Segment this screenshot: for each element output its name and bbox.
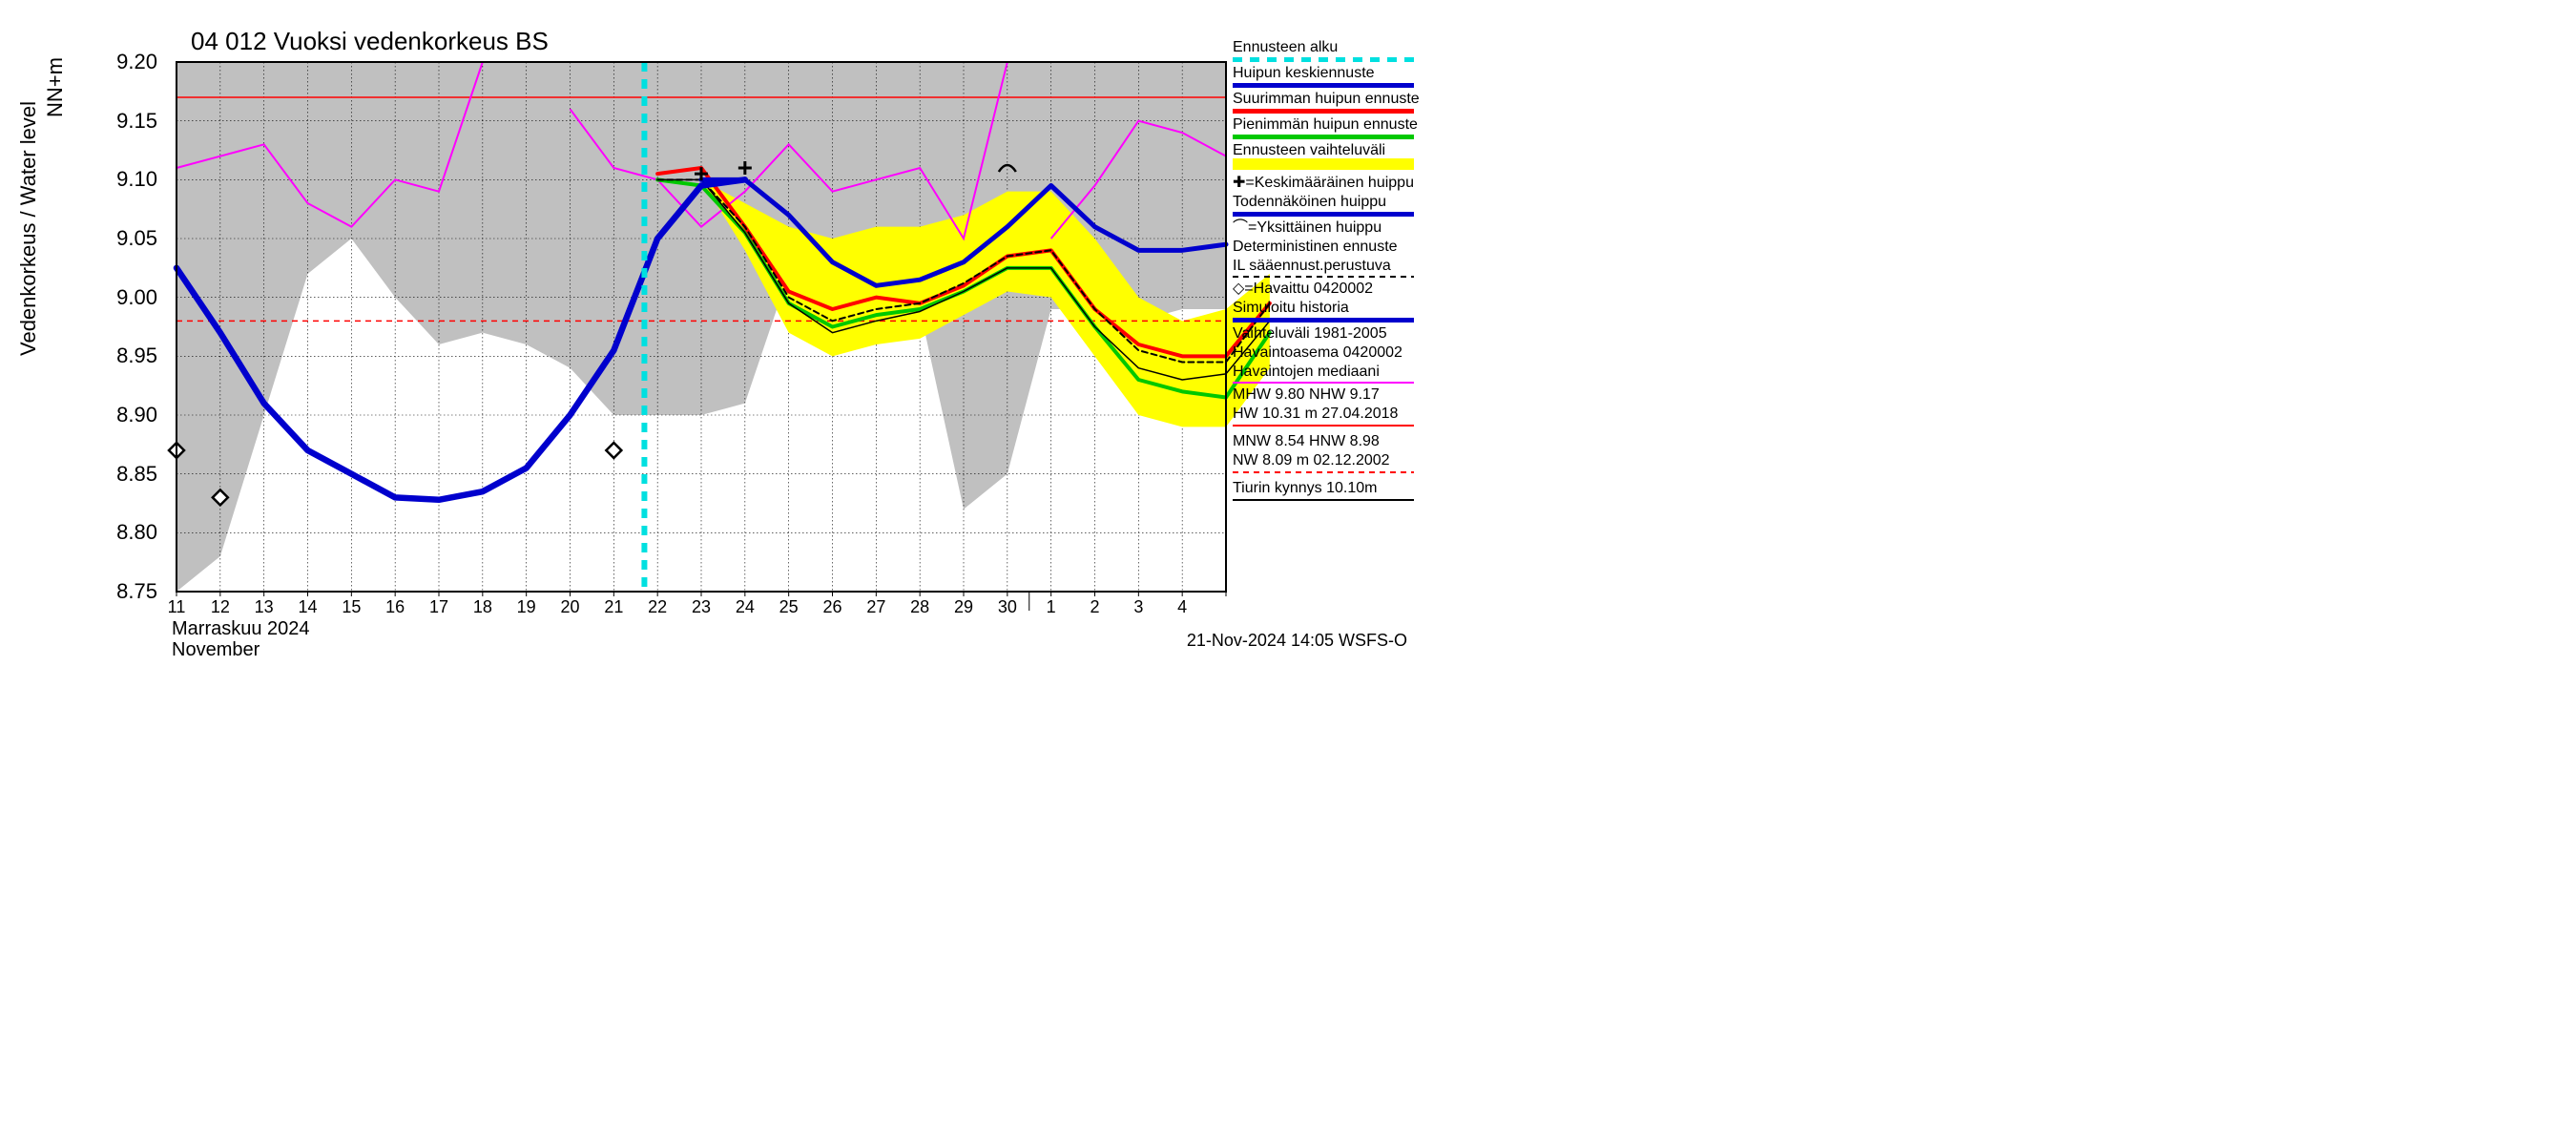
x-tick: 20	[551, 597, 590, 617]
y-tick: 8.90	[91, 403, 157, 427]
x-tick: 4	[1163, 597, 1201, 617]
legend-item: Tiurin kynnys 10.10m	[1233, 479, 1423, 501]
x-tick: 11	[157, 597, 196, 617]
x-tick: 17	[420, 597, 458, 617]
legend-item: MHW 9.80 NHW 9.17	[1233, 385, 1423, 405]
legend-label: Pienimmän huipun ennuste	[1233, 115, 1423, 135]
legend-item: Huipun keskiennuste	[1233, 64, 1423, 88]
legend-item: Havaintoasema 0420002	[1233, 344, 1423, 363]
legend-label: NW 8.09 m 02.12.2002	[1233, 451, 1423, 470]
x-tick: 28	[901, 597, 939, 617]
x-tick: 22	[638, 597, 676, 617]
y-tick: 9.20	[91, 50, 157, 74]
legend-label: Havaintojen mediaani	[1233, 363, 1423, 382]
legend-label: Simuloitu historia	[1233, 299, 1423, 318]
legend-label: ⌒=Yksittäinen huippu	[1233, 219, 1423, 238]
legend-label: ◇=Havaittu 0420002	[1233, 280, 1423, 299]
x-tick: 27	[857, 597, 895, 617]
plot-svg	[10, 10, 1422, 658]
legend-label: HW 10.31 m 27.04.2018	[1233, 405, 1423, 424]
x-tick: 16	[376, 597, 414, 617]
x-tick: 13	[245, 597, 283, 617]
x-tick: 30	[988, 597, 1027, 617]
y-tick: 9.05	[91, 226, 157, 251]
legend-label: Ennusteen vaihteluväli	[1233, 141, 1423, 160]
legend-item: Ennusteen alku	[1233, 38, 1423, 62]
x-tick: 14	[289, 597, 327, 617]
legend-label: Huipun keskiennuste	[1233, 64, 1423, 83]
legend-item: Simuloitu historia	[1233, 299, 1423, 323]
x-tick: 19	[508, 597, 546, 617]
legend-item: Deterministinen ennuste	[1233, 238, 1423, 257]
legend-item: ✚=Keskimääräinen huippu	[1233, 174, 1423, 193]
legend-item: Pienimmän huipun ennuste	[1233, 115, 1423, 139]
x-tick: 15	[332, 597, 370, 617]
x-tick: 2	[1076, 597, 1114, 617]
legend-label: MHW 9.80 NHW 9.17	[1233, 385, 1423, 405]
legend-label: IL sääennust.perustuva	[1233, 257, 1423, 276]
legend-item: Ennusteen vaihteluväli	[1233, 141, 1423, 170]
y-tick: 8.75	[91, 579, 157, 604]
legend-item: Suurimman huipun ennuste	[1233, 90, 1423, 114]
x-tick: 29	[945, 597, 983, 617]
legend-label: Vaihteluväli 1981-2005	[1233, 324, 1423, 344]
legend-label: Suurimman huipun ennuste	[1233, 90, 1423, 109]
legend-item: MNW 8.54 HNW 8.98	[1233, 432, 1423, 451]
month-label-en: November	[172, 639, 260, 661]
y-tick: 8.80	[91, 520, 157, 545]
legend-label: Ennusteen alku	[1233, 38, 1423, 57]
footer-timestamp: 21-Nov-2024 14:05 WSFS-O	[1187, 631, 1407, 651]
x-tick: 1	[1032, 597, 1070, 617]
legend-label: Tiurin kynnys 10.10m	[1233, 479, 1423, 498]
x-tick: 25	[770, 597, 808, 617]
legend-item: ◇=Havaittu 0420002	[1233, 280, 1423, 299]
legend: Ennusteen alku Huipun keskiennuste Suurimm…	[1233, 38, 1423, 507]
y-tick: 8.85	[91, 462, 157, 487]
x-tick: 12	[201, 597, 239, 617]
legend-item: Todennäköinen huippu	[1233, 193, 1423, 217]
x-tick: 3	[1119, 597, 1157, 617]
y-tick: 9.00	[91, 285, 157, 310]
legend-item: HW 10.31 m 27.04.2018	[1233, 405, 1423, 427]
legend-item: Havaintojen mediaani	[1233, 363, 1423, 384]
legend-label: ✚=Keskimääräinen huippu	[1233, 174, 1423, 193]
legend-item: NW 8.09 m 02.12.2002	[1233, 451, 1423, 473]
legend-item: IL sääennust.perustuva	[1233, 257, 1423, 278]
legend-label: MNW 8.54 HNW 8.98	[1233, 432, 1423, 451]
x-tick: 24	[726, 597, 764, 617]
chart-container: 04 012 Vuoksi vedenkorkeus BS Vedenkorke…	[10, 10, 1422, 658]
legend-item: ⌒=Yksittäinen huippu	[1233, 219, 1423, 238]
y-tick: 8.95	[91, 344, 157, 368]
legend-label: Todennäköinen huippu	[1233, 193, 1423, 212]
x-tick: 18	[464, 597, 502, 617]
month-label-fi: Marraskuu 2024	[172, 618, 310, 640]
y-tick: 9.15	[91, 109, 157, 134]
legend-label: Havaintoasema 0420002	[1233, 344, 1423, 363]
legend-label: Deterministinen ennuste	[1233, 238, 1423, 257]
x-tick: 21	[594, 597, 633, 617]
legend-item: Vaihteluväli 1981-2005	[1233, 324, 1423, 344]
y-tick: 9.10	[91, 167, 157, 192]
x-tick: 23	[682, 597, 720, 617]
x-tick: 26	[814, 597, 852, 617]
